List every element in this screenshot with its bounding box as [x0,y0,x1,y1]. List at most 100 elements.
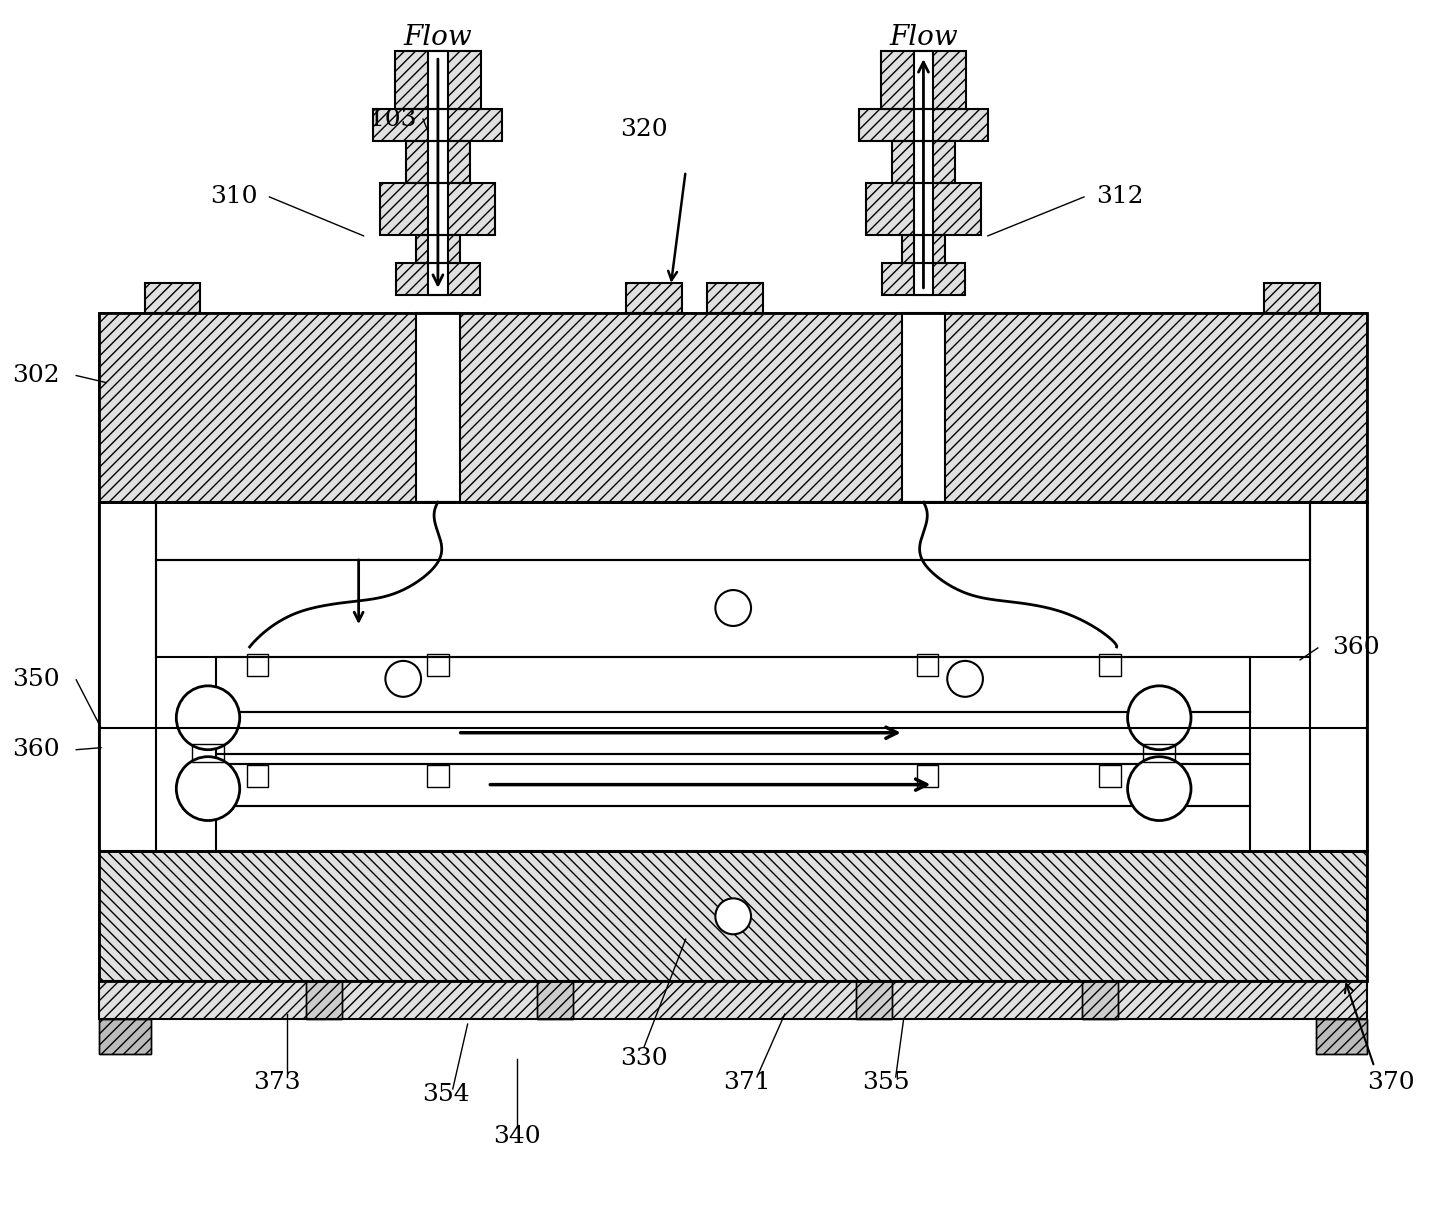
Bar [407,141,469,183]
Bar [145,283,201,312]
Bar [1098,654,1120,676]
Bar [407,141,469,183]
Bar [892,141,955,183]
Bar [395,52,481,109]
Bar [538,981,572,1019]
Bar [99,1019,151,1054]
Bar [247,764,269,787]
Bar [917,654,939,676]
Bar [216,753,1251,763]
Bar [381,183,495,235]
Bar [216,805,1251,852]
Bar [216,805,1251,852]
Text: 320: 320 [620,118,668,140]
Text: 330: 330 [620,1047,668,1070]
Bar [859,109,988,141]
Bar [1098,654,1120,676]
Circle shape [1128,686,1191,750]
Bar [157,503,1311,560]
Bar [1082,981,1117,1019]
Text: 312: 312 [1096,186,1144,209]
Bar [856,981,892,1019]
Bar [99,503,1367,852]
Bar [99,852,1367,981]
Text: 310: 310 [211,186,257,209]
Bar [626,283,681,312]
Bar [99,981,1367,1019]
Bar [902,312,946,503]
Bar [373,109,503,141]
Text: 103: 103 [369,108,416,130]
Bar [708,283,763,312]
Bar [902,312,946,503]
Circle shape [176,686,240,750]
Bar [917,654,939,676]
Bar [1098,764,1120,787]
Bar [1264,283,1319,312]
Bar [397,263,479,295]
Bar [881,52,966,109]
Bar [373,109,503,141]
Bar [866,183,981,235]
Bar [99,981,1367,1019]
Text: 355: 355 [862,1072,910,1095]
Bar [1316,1019,1367,1054]
Bar [902,235,946,263]
Bar [416,235,459,263]
Bar [708,283,763,312]
Bar [881,52,966,109]
Text: 302: 302 [12,364,60,387]
Bar [145,283,201,312]
Bar [307,981,341,1019]
Bar [99,312,1367,503]
Bar [416,235,459,263]
Circle shape [385,661,421,697]
Bar [216,712,1251,753]
Bar [917,764,939,787]
Bar [247,654,269,676]
Bar [1144,744,1175,762]
Circle shape [715,898,751,934]
Bar [1311,503,1367,852]
Bar [626,283,681,312]
Bar [538,981,572,1019]
Bar [416,312,459,503]
Bar [1098,764,1120,787]
Bar [427,764,449,787]
Bar [902,235,946,263]
Circle shape [1128,757,1191,821]
Bar [1316,1019,1367,1054]
Text: Flow: Flow [404,23,472,50]
Bar [1144,744,1175,762]
Bar [914,52,933,295]
Bar [216,763,1251,805]
Text: 370: 370 [1367,1072,1415,1095]
Bar [99,1019,151,1054]
Text: Flow: Flow [889,23,958,50]
Bar [157,560,1311,658]
Bar [99,312,1367,503]
Bar [99,852,1367,981]
Text: 340: 340 [494,1126,541,1148]
Bar [917,764,939,787]
Bar [892,141,955,183]
Circle shape [947,661,982,697]
Bar [247,764,269,787]
Bar [99,503,157,852]
Text: 371: 371 [724,1072,772,1095]
Bar [395,52,481,109]
Bar [427,654,449,676]
Bar [216,658,1251,712]
Bar [216,753,1251,763]
Bar [157,503,1311,560]
Bar [1311,503,1367,852]
Bar [866,183,981,235]
Bar [247,654,269,676]
Bar [859,109,988,141]
Circle shape [715,590,751,626]
Text: 350: 350 [12,669,60,692]
Circle shape [176,757,240,821]
Bar [157,560,1311,658]
Bar [397,263,479,295]
Bar [914,52,933,295]
